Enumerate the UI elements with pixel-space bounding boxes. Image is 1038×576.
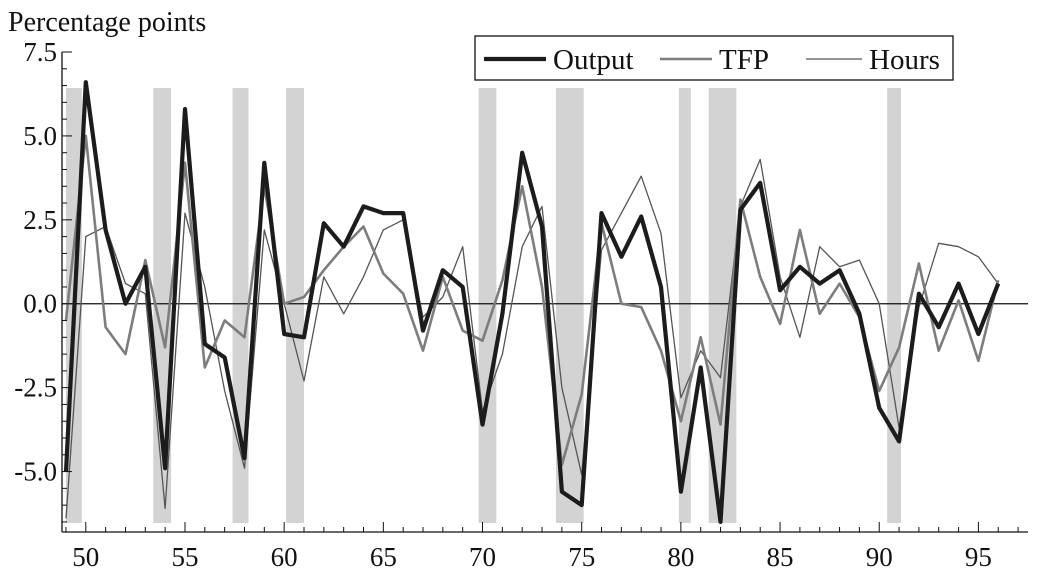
axes	[61, 51, 1028, 533]
y-tick-label: 2.5	[23, 205, 57, 235]
legend-label-tfp: TFP	[719, 44, 769, 76]
y-tick-label: 7.5	[23, 37, 57, 67]
y-axis-title: Percentage points	[8, 7, 206, 38]
x-tick-label: 90	[866, 542, 893, 572]
x-tick-label: 55	[171, 542, 198, 572]
legend-label-output: Output	[553, 44, 634, 76]
recession-band-3	[286, 88, 304, 523]
y-tick-label: 5.0	[23, 121, 57, 151]
legend-label-hours: Hours	[869, 44, 940, 76]
recession-band-6	[678, 88, 691, 523]
recession-band-8	[887, 88, 902, 523]
tick-labels: 7.5 5.0 2.5 0.0 -2.5 -5.0 50 55 60 65 70 75 80 85 90 95	[14, 37, 992, 572]
x-tick-label: 70	[469, 542, 496, 572]
series-line-hours	[65, 158, 999, 519]
y-tick-label: 0.0	[23, 289, 57, 319]
x-tick-label: 85	[767, 542, 794, 572]
legend: Output TFP Hours	[474, 35, 954, 81]
series-lines	[63, 80, 1001, 525]
y-tick-label: -2.5	[14, 373, 57, 403]
x-tick-label: 80	[667, 542, 694, 572]
x-tick-label: 95	[965, 542, 992, 572]
series-line-output	[63, 80, 1001, 525]
x-tick-label: 75	[568, 542, 595, 572]
recession-bands	[65, 88, 902, 523]
series-line-tfp	[64, 134, 1000, 467]
x-tick-label: 50	[72, 542, 99, 572]
x-tick-label: 60	[271, 542, 298, 572]
x-tick-label: 65	[370, 542, 397, 572]
legend-box	[474, 35, 954, 81]
y-tick-label: -5.0	[14, 457, 57, 487]
